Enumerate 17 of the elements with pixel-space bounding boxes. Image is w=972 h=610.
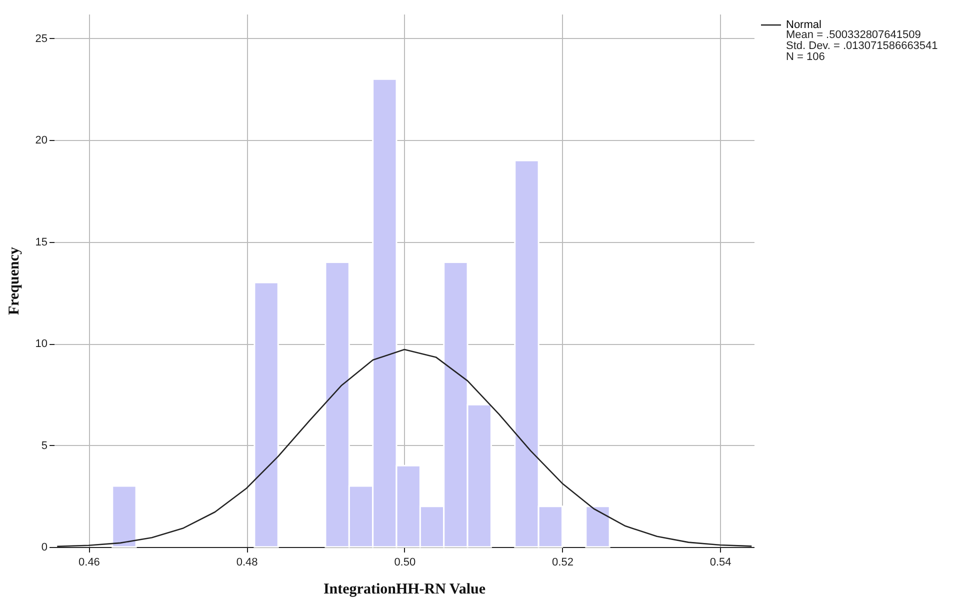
text: Mean = .500332807641509 xyxy=(786,29,922,41)
y-tick-label: 25 xyxy=(35,32,48,45)
x-axis-title: IntegrationHH-RN Value xyxy=(323,582,486,598)
x-tick-label: 0.46 xyxy=(78,556,100,568)
y-tick-label: 15 xyxy=(35,236,48,248)
y-tick-label: 0 xyxy=(41,542,48,554)
y-tick-label: 10 xyxy=(35,338,48,350)
x-tick-label: 0.50 xyxy=(394,556,416,568)
x-tick-label: 0.48 xyxy=(236,556,258,568)
y-tick-label: 20 xyxy=(35,134,48,147)
legend-label: Normal xyxy=(786,19,822,31)
text: Std. Dev. = .013071586663541 xyxy=(786,40,938,52)
text: N = 106 xyxy=(786,51,826,63)
x-tick-label: 0.54 xyxy=(710,556,732,568)
y-tick-label: 5 xyxy=(41,440,48,452)
y-axis-title: Frequency xyxy=(6,246,22,316)
x-tick-label: 0.52 xyxy=(552,556,574,568)
